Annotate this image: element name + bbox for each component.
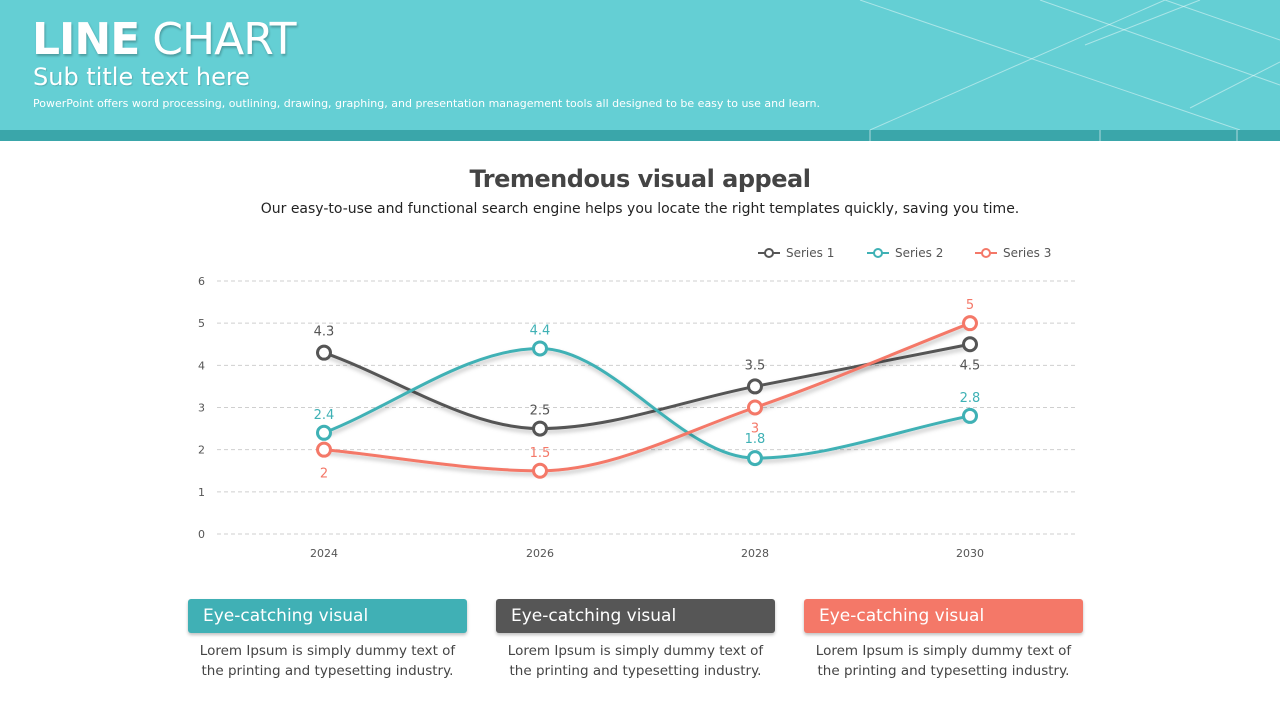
series-2-point xyxy=(747,450,763,467)
legend: Series 1 Series 2 Series 3 xyxy=(758,246,1051,260)
series-2-point xyxy=(532,340,548,357)
header-description: PowerPoint offers word processing, outli… xyxy=(33,97,820,110)
y-tick-label: 4 xyxy=(198,359,205,372)
x-tick-label: 2026 xyxy=(526,547,554,560)
title-bold: LINE xyxy=(32,14,140,65)
series-3-data-label: 5 xyxy=(966,298,974,313)
y-tick-label: 0 xyxy=(198,528,205,541)
series-1-data-label: 2.5 xyxy=(530,404,551,419)
card-3-title: Eye-catching visual xyxy=(804,599,1083,633)
header-band xyxy=(0,130,1280,141)
y-tick-label: 1 xyxy=(198,486,205,499)
legend-1-marker xyxy=(764,248,774,258)
legend-3-marker xyxy=(981,248,991,258)
chart-title: Tremendous visual appeal xyxy=(469,165,811,193)
chart-description: Our easy-to-use and functional search en… xyxy=(260,201,1020,217)
title-light: CHART xyxy=(139,14,296,65)
legend-2-label: Series 2 xyxy=(895,246,943,260)
series-2-data-label: 4.4 xyxy=(530,323,551,338)
series-2-data-label: 2.4 xyxy=(314,408,335,423)
series-3-point xyxy=(532,462,548,479)
series-3-data-label: 3 xyxy=(751,422,759,437)
series-3-line xyxy=(323,321,971,473)
card-1-title: Eye-catching visual xyxy=(188,599,467,633)
series-1-point xyxy=(316,344,332,361)
legend-2-marker xyxy=(873,248,883,258)
page-subtitle: Sub title text here xyxy=(33,63,250,91)
card-3: Eye-catching visual Lorem Ipsum is simpl… xyxy=(804,599,1083,681)
series-3-point xyxy=(747,399,763,416)
series-2-point xyxy=(316,424,332,441)
page-title: LINE CHART xyxy=(32,14,296,66)
card-2-title: Eye-catching visual xyxy=(496,599,775,633)
card-3-text: Lorem Ipsum is simply dummy text of the … xyxy=(815,643,1072,679)
grid-layer: 0 1 2 3 4 5 6 2024 2026 2028 2030 xyxy=(198,275,1077,560)
legend-1-label: Series 1 xyxy=(786,246,834,260)
y-tick-label: 5 xyxy=(198,317,205,330)
band-ticks xyxy=(869,130,1238,141)
series-lines xyxy=(316,315,978,479)
x-tick-label: 2024 xyxy=(310,547,338,560)
series-2-data-label: 2.8 xyxy=(960,391,981,406)
series-1-data-label: 4.5 xyxy=(960,358,981,373)
x-tick-label: 2028 xyxy=(741,547,769,560)
series-2-data-label: 1.8 xyxy=(745,432,766,447)
series-1-point xyxy=(532,420,548,437)
y-tick-label: 6 xyxy=(198,275,205,288)
series-2-line xyxy=(323,346,971,460)
x-tick-label: 2030 xyxy=(956,547,984,560)
series-3-point xyxy=(962,315,978,332)
header-banner: LINE CHART Sub title text here PowerPoin… xyxy=(0,0,1280,130)
y-tick-label: 2 xyxy=(198,444,205,457)
data-labels: 4.3 2.5 3.5 4.5 2.4 4.4 1.8 2.8 2 1.5 3 5 xyxy=(314,298,981,482)
card-2: Eye-catching visual Lorem Ipsum is simpl… xyxy=(496,599,775,681)
header-decoration xyxy=(859,0,1280,130)
y-tick-label: 3 xyxy=(198,402,205,415)
series-3-point xyxy=(316,441,332,458)
card-1-text: Lorem Ipsum is simply dummy text of the … xyxy=(199,643,456,679)
series-1-point xyxy=(962,336,978,353)
card-2-text: Lorem Ipsum is simply dummy text of the … xyxy=(507,643,764,679)
series-3-data-label: 2 xyxy=(320,467,328,482)
card-1: Eye-catching visual Lorem Ipsum is simpl… xyxy=(188,599,467,681)
legend-3-label: Series 3 xyxy=(1003,246,1051,260)
series-1-data-label: 4.3 xyxy=(314,325,335,340)
series-3-data-label: 1.5 xyxy=(530,446,551,461)
series-1-line xyxy=(323,342,971,431)
series-1-point xyxy=(747,378,763,395)
series-1-data-label: 3.5 xyxy=(745,358,766,373)
series-2-point xyxy=(962,407,978,424)
